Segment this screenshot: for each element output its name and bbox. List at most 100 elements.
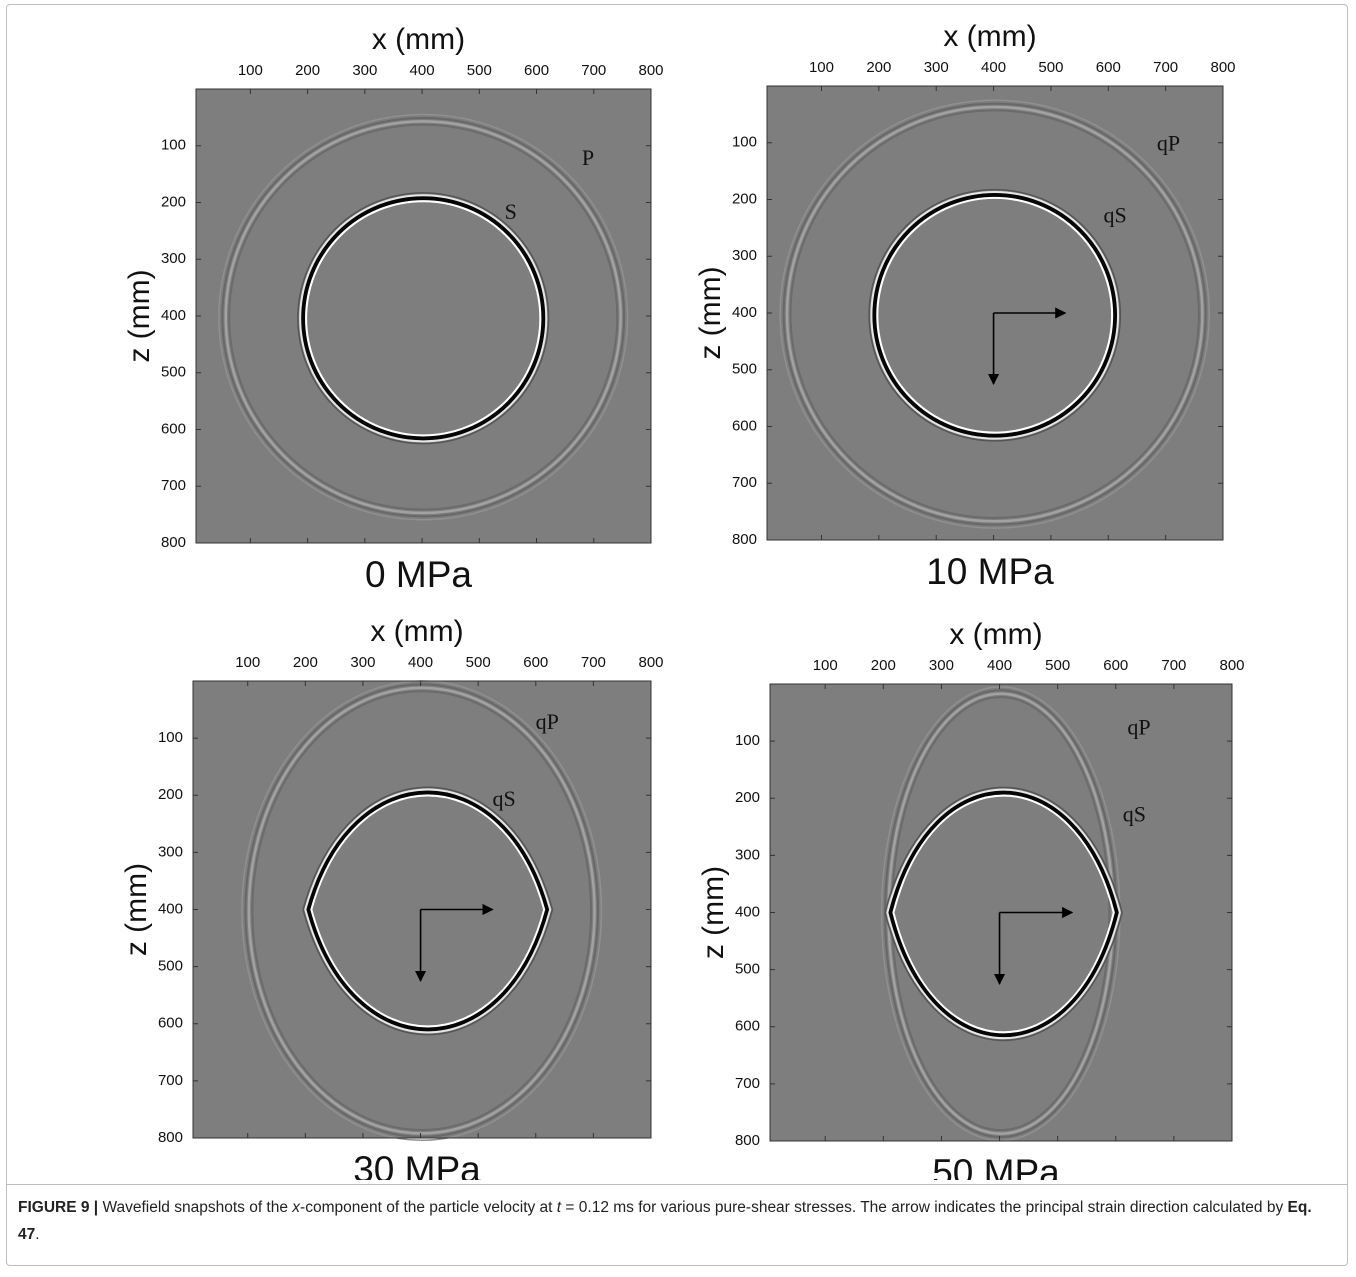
x-axis-label: x (mm) [372, 23, 465, 56]
p-wavefront [244, 683, 599, 1138]
y-tick-label: 300 [735, 846, 760, 863]
y-tick-label: 800 [161, 534, 186, 551]
y-tick-label: 400 [158, 900, 183, 917]
x-tick-label: 500 [466, 654, 491, 671]
x-tick-label: 500 [467, 62, 492, 79]
y-tick-label: 200 [735, 789, 760, 806]
x-tick-label: 800 [638, 62, 663, 79]
s-wavefront [309, 794, 546, 1028]
x-tick-label: 500 [1045, 657, 1070, 674]
p-wavefront [218, 113, 629, 521]
x-tick-label: 100 [235, 654, 260, 671]
x-tick-label: 300 [924, 59, 949, 76]
s-wavefront [306, 790, 550, 1032]
y-tick-label: 800 [732, 531, 757, 548]
x-axis-label: x (mm) [949, 618, 1042, 651]
y-tick-label: 700 [161, 477, 186, 494]
wavefield [880, 686, 1123, 1142]
panel-title: 10 MPa [926, 551, 1054, 592]
y-tick-label: 300 [158, 843, 183, 860]
x-tick-label: 600 [523, 654, 548, 671]
s-wavefront [884, 786, 1123, 1041]
caption-text: Wavefield snapshots of the [102, 1199, 293, 1216]
wavefield-image [196, 89, 651, 543]
y-tick-label: 400 [735, 903, 760, 920]
p-wavefront [221, 116, 626, 518]
wavefield [241, 680, 603, 1142]
x-tick-label: 700 [581, 654, 606, 671]
figure: 100 200 300 400 500 600 700 800 100 200 300 400 500 6… [120, 20, 1245, 1180]
x-tick-label: 700 [1161, 657, 1186, 674]
y-tick-label: 600 [158, 1015, 183, 1032]
p-wavefront [247, 686, 596, 1135]
x-tick-label: 300 [929, 657, 954, 674]
caption-text: x [292, 1199, 301, 1216]
s-wavefront [872, 192, 1118, 438]
y-tick-label: 200 [161, 193, 186, 210]
y-tick-label: 100 [161, 137, 186, 154]
caption-text: -component of the particle velocity at [300, 1199, 557, 1216]
x-tick-label: 100 [809, 59, 834, 76]
p-wavefront [789, 109, 1200, 519]
y-tick-label: 800 [735, 1132, 760, 1149]
x-axis-label: x (mm) [370, 615, 463, 648]
x-tick-label: 400 [987, 657, 1012, 674]
x-tick-label: 200 [866, 59, 891, 76]
y-axis-label: z (mm) [694, 266, 727, 359]
y-tick-label: 100 [735, 732, 760, 749]
p-wavefront [779, 99, 1210, 529]
y-tick-label: 600 [735, 1018, 760, 1035]
y-axis-label: z (mm) [123, 269, 156, 362]
s-wavefront [891, 794, 1116, 1034]
y-tick-label: 100 [732, 134, 757, 151]
y-tick-label: 500 [158, 958, 183, 975]
wave-annotation: qP [1127, 715, 1150, 740]
s-wavefront [304, 788, 552, 1034]
y-tick-label: 700 [735, 1075, 760, 1092]
x-tick-label: 100 [238, 62, 263, 79]
wave-annotation: qP [1157, 131, 1180, 156]
x-tick-label: 700 [581, 62, 606, 79]
s-wavefront [299, 194, 548, 443]
y-tick-label: 500 [161, 364, 186, 381]
y-tick-label: 700 [732, 474, 757, 491]
wave-annotation: qP [536, 709, 559, 734]
y-tick-label: 700 [158, 1072, 183, 1089]
x-tick-label: 500 [1038, 59, 1063, 76]
p-wavefront [251, 690, 593, 1132]
panel-title: 0 MPa [365, 554, 472, 595]
y-tick-label: 800 [158, 1129, 183, 1146]
caption-text: = 0.12 ms for various pure-shear stresse… [561, 1199, 1288, 1216]
x-tick-label: 200 [293, 654, 318, 671]
caption-rule [6, 1184, 1348, 1185]
x-tick-label: 700 [1153, 59, 1178, 76]
panel-title: 50 MPa [932, 1152, 1060, 1180]
caption-text: Eq. 47 [18, 1199, 1312, 1243]
y-tick-label: 300 [732, 247, 757, 264]
caption-text: t [556, 1199, 562, 1216]
y-tick-label: 400 [732, 304, 757, 321]
x-tick-label: 400 [981, 59, 1006, 76]
p-wavefront [785, 105, 1204, 523]
x-tick-label: 400 [410, 62, 435, 79]
wave-annotation: qS [1123, 802, 1146, 827]
y-tick-label: 600 [161, 420, 186, 437]
panel: 100 200 300 400 500 600 700 800 100 200 300 400 500 6… [123, 23, 664, 595]
caption: FIGURE 9 | Wavefield snapshots of the x-… [18, 1194, 1318, 1248]
p-wavefront [782, 102, 1207, 526]
x-tick-label: 300 [352, 62, 377, 79]
y-tick-label: 100 [158, 729, 183, 746]
s-wavefront [875, 196, 1114, 435]
x-tick-label: 600 [1103, 657, 1128, 674]
s-wavefront [301, 196, 546, 441]
s-wavefront [868, 188, 1122, 442]
y-tick-label: 500 [732, 361, 757, 378]
panel-title: 30 MPa [353, 1149, 481, 1180]
caption-label: FIGURE 9 | [18, 1199, 99, 1216]
x-tick-label: 100 [813, 657, 838, 674]
wave-annotation: S [505, 199, 517, 224]
x-tick-label: 200 [871, 657, 896, 674]
x-tick-label: 800 [638, 654, 663, 671]
s-wavefront [886, 788, 1121, 1039]
x-tick-label: 300 [350, 654, 375, 671]
